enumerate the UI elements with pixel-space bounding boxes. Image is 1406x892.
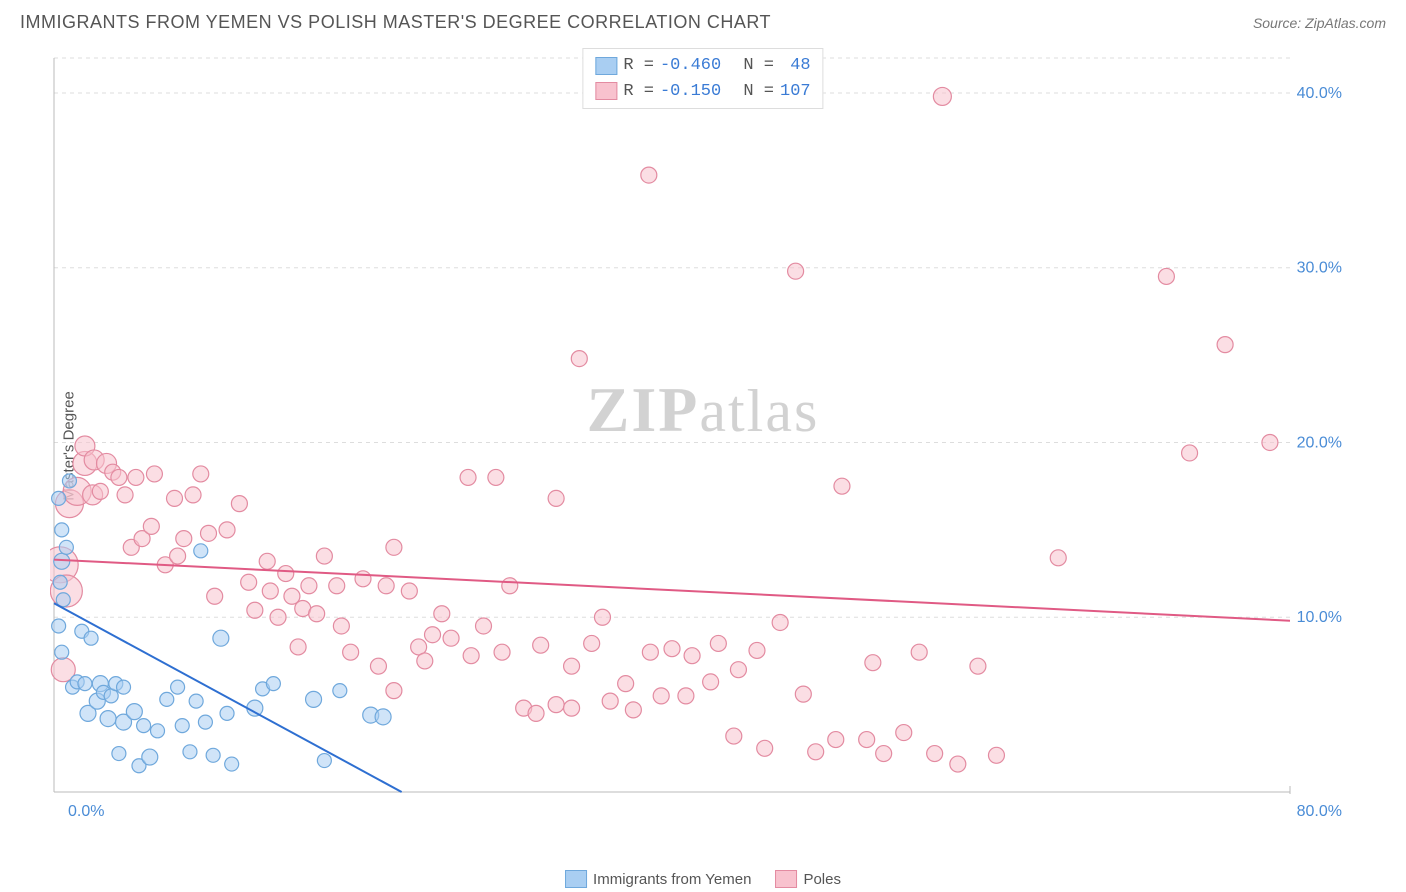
svg-text:40.0%: 40.0% — [1297, 85, 1342, 102]
legend-swatch-blue — [565, 870, 587, 888]
r-value-2: -0.150 — [660, 79, 721, 105]
correlation-stats-box: R = -0.460 N = 48 R = -0.150 N = 107 — [582, 48, 823, 109]
legend: Immigrants from Yemen Poles — [565, 870, 841, 888]
n-value-1: 48 — [780, 53, 811, 79]
stats-row: R = -0.150 N = 107 — [595, 79, 810, 105]
n-label: N = — [743, 53, 774, 79]
chart-svg: 10.0% 20.0% 30.0% 40.0% 0.0% 80.0% — [50, 48, 1350, 828]
r-label: R = — [623, 79, 654, 105]
svg-text:10.0%: 10.0% — [1297, 609, 1342, 626]
legend-label-1: Immigrants from Yemen — [593, 871, 751, 888]
svg-text:0.0%: 0.0% — [68, 803, 104, 820]
r-label: R = — [623, 53, 654, 79]
svg-text:30.0%: 30.0% — [1297, 260, 1342, 277]
legend-label-2: Poles — [803, 871, 841, 888]
r-value-1: -0.460 — [660, 53, 721, 79]
svg-text:20.0%: 20.0% — [1297, 434, 1342, 451]
legend-item: Immigrants from Yemen — [565, 870, 751, 888]
scatter-chart: 10.0% 20.0% 30.0% 40.0% 0.0% 80.0% — [50, 48, 1350, 828]
n-label: N = — [743, 79, 774, 105]
chart-title: IMMIGRANTS FROM YEMEN VS POLISH MASTER'S… — [20, 12, 771, 33]
legend-swatch-blue — [595, 57, 617, 75]
svg-text:80.0%: 80.0% — [1297, 803, 1342, 820]
legend-swatch-pink — [595, 82, 617, 100]
n-value-2: 107 — [780, 79, 811, 105]
legend-item: Poles — [775, 870, 841, 888]
stats-row: R = -0.460 N = 48 — [595, 53, 810, 79]
legend-swatch-pink — [775, 870, 797, 888]
header: IMMIGRANTS FROM YEMEN VS POLISH MASTER'S… — [0, 0, 1406, 33]
source-attribution: Source: ZipAtlas.com — [1253, 15, 1386, 31]
